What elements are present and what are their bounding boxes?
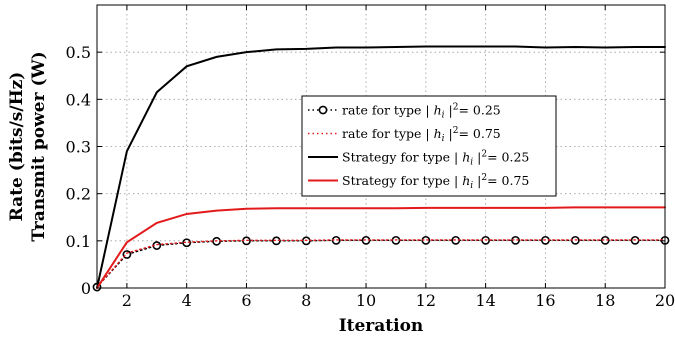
legend-label-bar: | bbox=[473, 173, 481, 188]
x-tick-label: 10 bbox=[356, 291, 376, 310]
legend-label-value: = 0.75 bbox=[487, 173, 529, 188]
series-4 bbox=[97, 207, 665, 288]
legend-label-value: = 0.25 bbox=[458, 103, 500, 118]
x-tick-label: 4 bbox=[182, 291, 192, 310]
y-tick-label: 0.3 bbox=[66, 138, 91, 157]
series-1 bbox=[93, 237, 668, 291]
legend-label-bar: | bbox=[473, 150, 481, 165]
x-axis-title: Iteration bbox=[339, 316, 424, 336]
series-line bbox=[97, 240, 665, 287]
legend-label-prefix: rate for type | bbox=[342, 103, 434, 118]
legend-label-value: = 0.75 bbox=[458, 126, 500, 141]
x-tick-label: 2 bbox=[122, 291, 132, 310]
x-tick-label: 6 bbox=[241, 291, 251, 310]
y-tick-label: 0.4 bbox=[66, 90, 91, 109]
legend-label-variable: h bbox=[462, 150, 470, 165]
legend-label-variable: h bbox=[434, 126, 442, 141]
legend-label-variable: h bbox=[434, 103, 442, 118]
y-tick-label: 0 bbox=[81, 279, 91, 298]
legend-label-prefix: Strategy for type | bbox=[342, 173, 462, 188]
y-tick-label: 0.5 bbox=[66, 43, 91, 62]
y-axis-title-line-2: Transmit power (W) bbox=[29, 51, 49, 241]
series-line bbox=[97, 207, 665, 288]
x-tick-label: 18 bbox=[595, 291, 615, 310]
y-axis-title-line-1: Rate (bits/s/Hz) bbox=[7, 72, 27, 222]
legend-marker bbox=[319, 106, 326, 113]
legend-label-prefix: Strategy for type | bbox=[342, 150, 462, 165]
y-axis-title: Rate (bits/s/Hz) Transmit power (W) bbox=[7, 51, 49, 241]
x-tick-label: 16 bbox=[535, 291, 555, 310]
y-tick-label: 0.1 bbox=[66, 232, 91, 251]
x-tick-label: 20 bbox=[655, 291, 675, 310]
series-line bbox=[97, 240, 665, 287]
data-point bbox=[123, 251, 130, 258]
x-tick-label: 8 bbox=[301, 291, 311, 310]
legend-label-value: = 0.25 bbox=[487, 150, 529, 165]
x-tick-label: 14 bbox=[475, 291, 495, 310]
legend-label-bar: | bbox=[445, 126, 453, 141]
legend-label-prefix: rate for type | bbox=[342, 126, 434, 141]
y-tick-label: 0.2 bbox=[66, 185, 91, 204]
series-2 bbox=[97, 240, 665, 287]
legend-label-bar: | bbox=[445, 103, 453, 118]
x-tick-label: 12 bbox=[416, 291, 436, 310]
legend-label-variable: h bbox=[462, 173, 470, 188]
